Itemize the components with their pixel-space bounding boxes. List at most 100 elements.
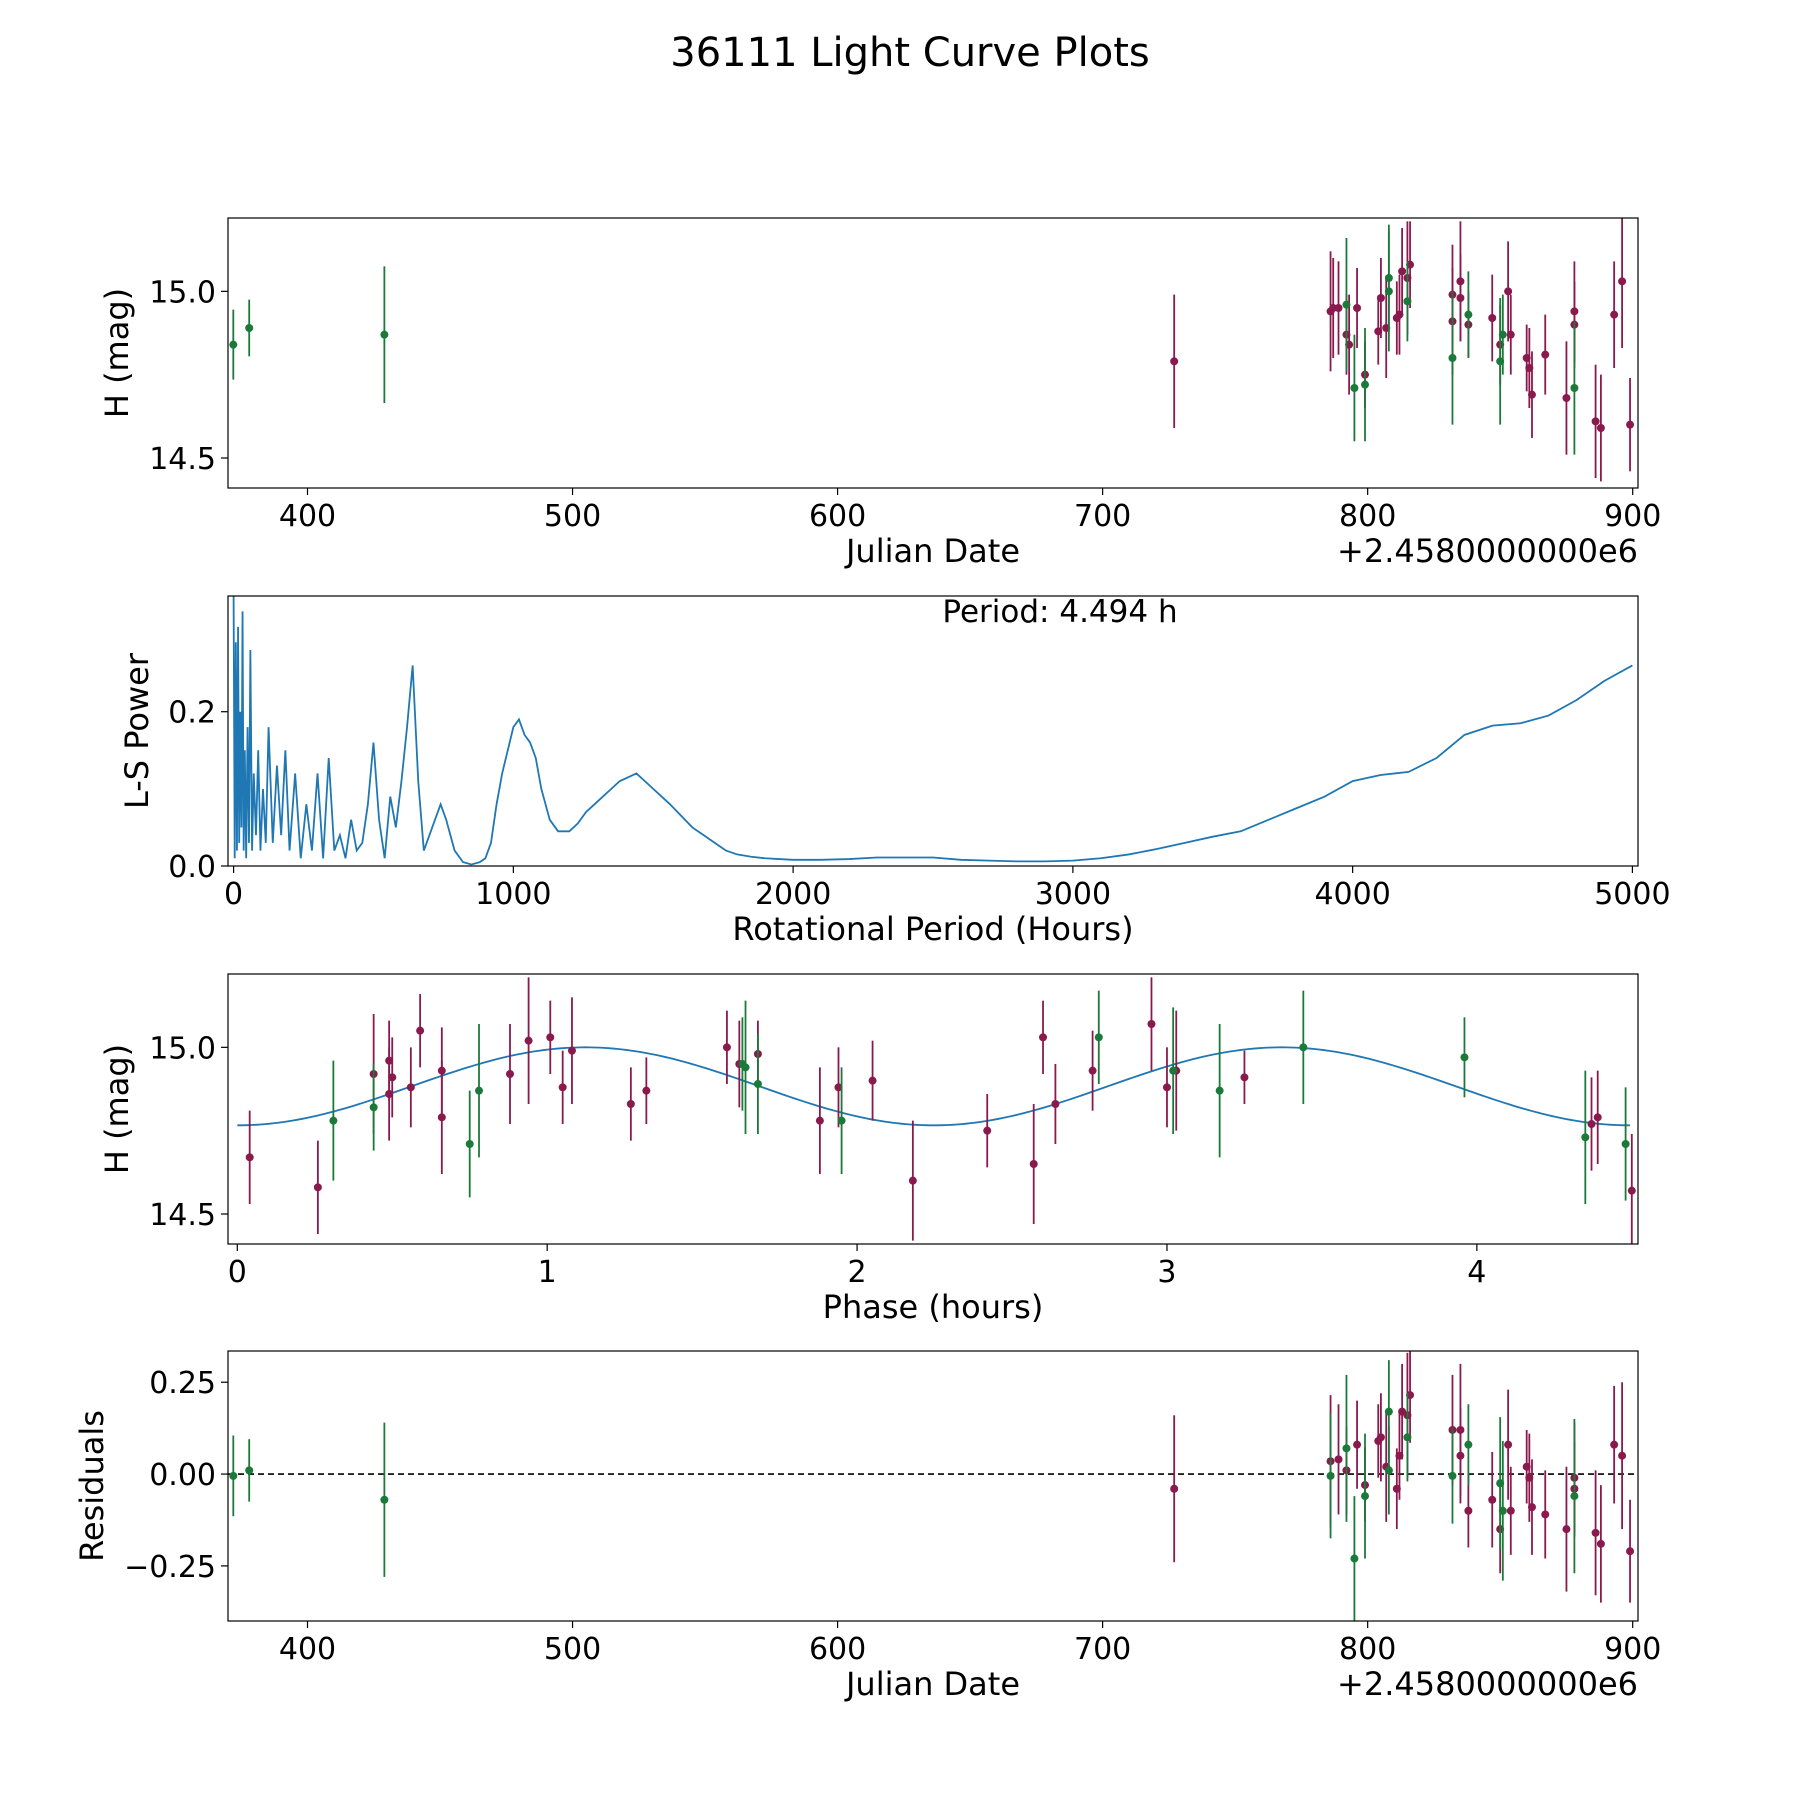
phase-red-point [416,1026,425,1035]
residuals-red-point [1596,1539,1605,1548]
residuals-green-point [1464,1440,1473,1449]
phase-red-point [1240,1073,1249,1082]
phase-red-point [546,1033,555,1042]
residuals-xtick-label: 700 [1074,1632,1131,1667]
residuals-red-point [1488,1495,1497,1504]
periodogram-data-layer [232,596,1633,866]
phase-green-point [1169,1066,1178,1075]
residuals-xtick-label: 900 [1604,1632,1661,1667]
phase-green-point [329,1116,338,1125]
phase-green-point [465,1140,474,1148]
lightcurve-ytick-label: 14.5 [149,442,216,477]
phase-xtick-label: 3 [1157,1255,1176,1290]
periodogram-xtick-label: 0 [224,877,243,912]
lightcurve-green-point [1464,310,1473,319]
residuals-green-point [1448,1471,1457,1480]
phase-red-point [868,1076,877,1085]
lightcurve-green-point [1384,274,1393,282]
residuals-xtick-label: 400 [279,1632,336,1667]
periodogram-power-line [232,596,1633,866]
phase-red-point [245,1153,254,1162]
lightcurve-xtick-label: 900 [1604,499,1661,534]
phase-red-point [834,1083,843,1092]
phase-green-point [1621,1140,1630,1148]
periodogram-xtick-label: 3000 [1035,877,1111,912]
phase-green-point [837,1116,846,1125]
lightcurve-red-point [1562,394,1571,402]
residuals-red-point [1610,1440,1619,1449]
lightcurve-red-point [1456,294,1465,302]
lightcurve-xtick-label: 500 [544,499,601,534]
phase-red-point [437,1113,446,1122]
phase-red-point [1147,1020,1156,1028]
residuals-xtick-label: 500 [544,1632,601,1667]
lightcurve-red-point [1618,277,1627,286]
lightcurve-data-layer [229,218,1635,482]
phase-red-point [1587,1120,1596,1128]
lightcurve-green-point [1570,384,1579,392]
residuals-green-point [380,1495,389,1504]
phase-ytick-label: 14.5 [149,1198,216,1233]
phase-axes-frame [227,973,1639,1245]
residuals-axes-frame [227,1350,1639,1622]
periodogram-xtick-label: 1000 [475,877,551,912]
residuals-ytick-label: −0.25 [124,1550,216,1585]
periodogram-xtick-label: 2000 [755,877,831,912]
lightcurve-red-point [1596,424,1605,432]
phase-red-point [406,1083,415,1092]
residuals-red-point [1562,1525,1571,1534]
periodogram-tick-layer: 0 1000 2000 3000 4000 5000 0.0 0.2 [168,696,1670,912]
residuals-red-point [1541,1510,1550,1519]
lightcurve-xtick-label: 400 [279,499,336,534]
phase-red-point [1593,1113,1602,1122]
lightcurve-axes-frame [227,217,1639,489]
phase-xtick-label: 2 [848,1255,867,1290]
phase-red-point [815,1116,824,1125]
residuals-ytick-label: 0.00 [149,1458,216,1493]
periodogram-x-label: Rotational Period (Hours) [732,910,1133,948]
residuals-green-point [245,1466,254,1475]
lightcurve-green-point [245,324,254,332]
phase-red-point [1051,1100,1060,1108]
phase-red-point [524,1036,533,1045]
lightcurve-green-point [1448,354,1457,362]
periodogram-axes-frame [227,595,1639,867]
lightcurve-green-point [1350,384,1359,392]
residuals-green-point [229,1471,238,1480]
residuals-green-point [1342,1444,1351,1453]
lightcurve-x-offset: +2.4580000000e6 [1337,532,1638,570]
phase-red-point [908,1176,917,1185]
phase-red-point [722,1043,731,1052]
lightcurve-green-point [1342,300,1351,309]
phase-green-point [1299,1043,1308,1052]
panel-periodogram: 0 1000 2000 3000 4000 5000 0.0 0.2 Period: 4.49… [118,594,1671,948]
phase-model-curve [237,1046,1630,1127]
residuals-xtick-label: 600 [809,1632,866,1667]
phase-tick-layer: 0 1 2 3 4 14.5 15.0 [149,1031,1486,1290]
phase-green-point [369,1103,378,1112]
residuals-red-point [1506,1506,1515,1515]
residuals-data-layer [228,1351,1638,1621]
phase-green-point [475,1086,484,1095]
lightcurve-red-point [1591,417,1600,426]
residuals-green-point [1350,1554,1359,1563]
lightcurve-red-point [1541,350,1550,359]
phase-red-point [1088,1066,1097,1075]
residuals-xtick-label: 800 [1339,1632,1396,1667]
residuals-red-point [1464,1506,1473,1515]
residuals-plot-area [228,1351,1638,1621]
lightcurve-red-point [1504,287,1513,296]
periodogram-plot-area [232,596,1633,866]
periodogram-xtick-label: 5000 [1594,877,1670,912]
residuals-ytick-label: 0.25 [149,1366,216,1401]
residuals-green-point [1403,1433,1412,1442]
lightcurve-green-point [1498,330,1507,339]
residuals-red-point [1353,1440,1362,1449]
lightcurve-y-label: H (mag) [98,288,136,418]
residuals-red-point [1527,1503,1536,1512]
phase-xtick-label: 4 [1467,1255,1486,1290]
lightcurve-red-point [1506,330,1515,339]
residuals-x-offset: +2.4580000000e6 [1337,1665,1638,1703]
lightcurve-red-point [1488,314,1497,322]
residuals-red-point [1618,1451,1627,1460]
